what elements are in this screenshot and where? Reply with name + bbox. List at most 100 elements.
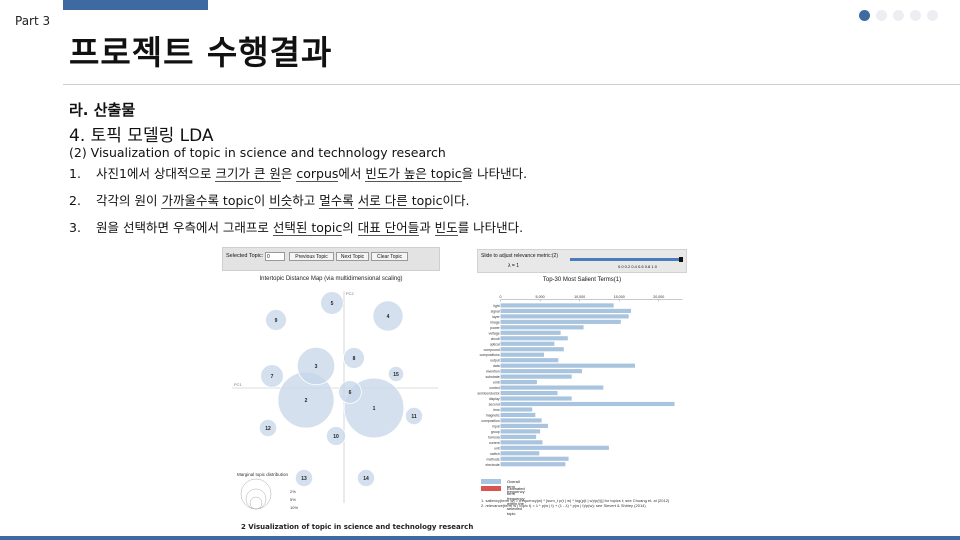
marginal-circle xyxy=(241,479,271,509)
term-label: control xyxy=(489,386,500,390)
slider-ticks: 0.0 0.2 0.4 0.6 0.8 1.0 xyxy=(618,264,657,269)
list-item-text: 각각의 원이 가까울수록 topic이 비슷하고 멀수록 서로 다른 topic… xyxy=(96,191,470,211)
topic-label: 3 xyxy=(315,364,318,370)
topic-label: 4 xyxy=(387,314,390,320)
term-label: image xyxy=(490,320,499,324)
legend-swatch-estimated xyxy=(481,486,501,491)
lambda-label: λ = 1 xyxy=(508,263,519,269)
marginal-level-label: 5% xyxy=(290,497,296,502)
emphasized-text: 서로 다른 topic xyxy=(358,193,443,209)
term-label: compound xyxy=(484,348,500,352)
text-segment: 이다. xyxy=(443,193,470,208)
slide-nav-dot[interactable] xyxy=(876,10,887,21)
term-label: layer xyxy=(492,315,500,319)
term-label: invention xyxy=(486,370,500,374)
emphasized-text: 선택된 topic xyxy=(273,220,342,236)
emphasized-text: 빈도가 높은 topic xyxy=(365,166,461,182)
emphasized-text: corpus xyxy=(296,166,338,182)
topic-label: 5 xyxy=(331,301,334,307)
topic-label: 9 xyxy=(275,318,278,324)
x-tick-label: 20,000 xyxy=(653,295,664,299)
term-label: lens xyxy=(493,408,500,412)
term-bar xyxy=(501,369,582,373)
term-label: second xyxy=(489,403,500,407)
legend-swatch-overall xyxy=(481,479,501,484)
emphasized-text: 멀수록 xyxy=(319,193,354,209)
term-bar xyxy=(501,457,569,461)
topic-label: 12 xyxy=(265,426,271,432)
text-segment: 원을 선택하면 우측에서 그래프로 xyxy=(96,220,273,235)
x-tick-label: 10,000 xyxy=(574,295,585,299)
intertopic-map-panel: Selected Topic: 0 Previous Topic Next To… xyxy=(222,247,440,517)
pc1-label: PC1 xyxy=(234,382,243,387)
slide-nav-dot[interactable] xyxy=(910,10,921,21)
term-bar xyxy=(501,440,543,444)
term-label: semiconductor xyxy=(477,392,500,396)
slide-nav-dot[interactable] xyxy=(859,10,870,21)
subsection-heading: 4. 토픽 모델링 LDA xyxy=(69,121,214,146)
relevance-slider-handle[interactable] xyxy=(679,257,683,262)
term-label: power xyxy=(490,326,500,330)
selected-topic-input[interactable]: 0 xyxy=(265,252,285,261)
term-label: methods xyxy=(487,457,500,461)
term-bar xyxy=(501,402,675,406)
emphasized-text: 비슷 xyxy=(269,193,292,209)
term-label: formula xyxy=(488,435,500,439)
text-segment: 사진1에서 상대적으로 xyxy=(96,166,215,181)
term-bar xyxy=(501,435,537,439)
term-label: substrate xyxy=(486,375,500,379)
clear-topic-button[interactable]: Clear Topic xyxy=(371,252,408,261)
emphasized-text: 빈도 xyxy=(435,220,458,236)
figure-caption: 2 Visualization of topic in science and … xyxy=(241,523,473,531)
text-segment: 각각의 원이 xyxy=(96,193,161,208)
term-label: magnetic xyxy=(486,413,500,417)
term-label: compositions xyxy=(480,353,500,357)
part-label: Part 3 xyxy=(15,14,50,28)
slide-nav-dot[interactable] xyxy=(893,10,904,21)
marginal-level-label: 2% xyxy=(290,489,296,494)
emphasized-text: 대표 단어들 xyxy=(358,220,419,236)
term-bar xyxy=(501,424,548,428)
topic-label: 11 xyxy=(411,414,417,420)
marginal-title: Marginal topic distribution xyxy=(237,472,288,477)
top-accent-bar xyxy=(63,0,208,10)
term-bar xyxy=(501,331,561,335)
term-bar xyxy=(501,446,609,450)
title-divider xyxy=(63,84,960,85)
section-heading: 라. 산출물 xyxy=(69,99,135,120)
marginal-circle xyxy=(250,497,262,509)
bottom-accent-bar xyxy=(0,536,960,540)
term-label: data xyxy=(493,364,500,368)
term-bar xyxy=(501,336,568,340)
list-item-number: 2. xyxy=(69,191,89,211)
topic-label: 1 xyxy=(373,406,376,412)
term-bar xyxy=(501,353,545,357)
term-bar xyxy=(501,347,564,351)
term-label: voltage xyxy=(489,331,500,335)
term-bar xyxy=(501,375,572,379)
marginal-distribution-legend: 2%5%10% xyxy=(232,475,322,515)
slide-nav-dot[interactable] xyxy=(927,10,938,21)
term-bar xyxy=(501,462,566,466)
term-label: optical xyxy=(490,342,500,346)
next-topic-button[interactable]: Next Topic xyxy=(336,252,369,261)
previous-topic-button[interactable]: Previous Topic xyxy=(289,252,334,261)
term-bar xyxy=(501,451,540,455)
text-segment: 에서 xyxy=(338,166,365,181)
footnote-2: 2. relevance(term w | topic t) = λ * p(w… xyxy=(481,503,669,508)
term-label: electrode xyxy=(486,463,500,467)
text-segment: 이 xyxy=(254,193,269,208)
term-bar xyxy=(501,314,629,318)
term-bar xyxy=(501,407,533,411)
term-bar xyxy=(501,391,558,395)
selected-topic-label: Selected Topic: xyxy=(226,253,263,259)
term-bar xyxy=(501,413,536,417)
list-item-text: 사진1에서 상대적으로 크기가 큰 원은 corpus에서 빈도가 높은 top… xyxy=(96,164,527,184)
slide-nav-dots xyxy=(859,10,938,21)
term-bar xyxy=(501,303,614,307)
topic-label: 14 xyxy=(363,476,369,482)
term-bar xyxy=(501,320,621,324)
marginal-circle xyxy=(246,489,266,509)
relevance-slider-track[interactable] xyxy=(570,258,682,261)
term-bar xyxy=(501,396,572,400)
